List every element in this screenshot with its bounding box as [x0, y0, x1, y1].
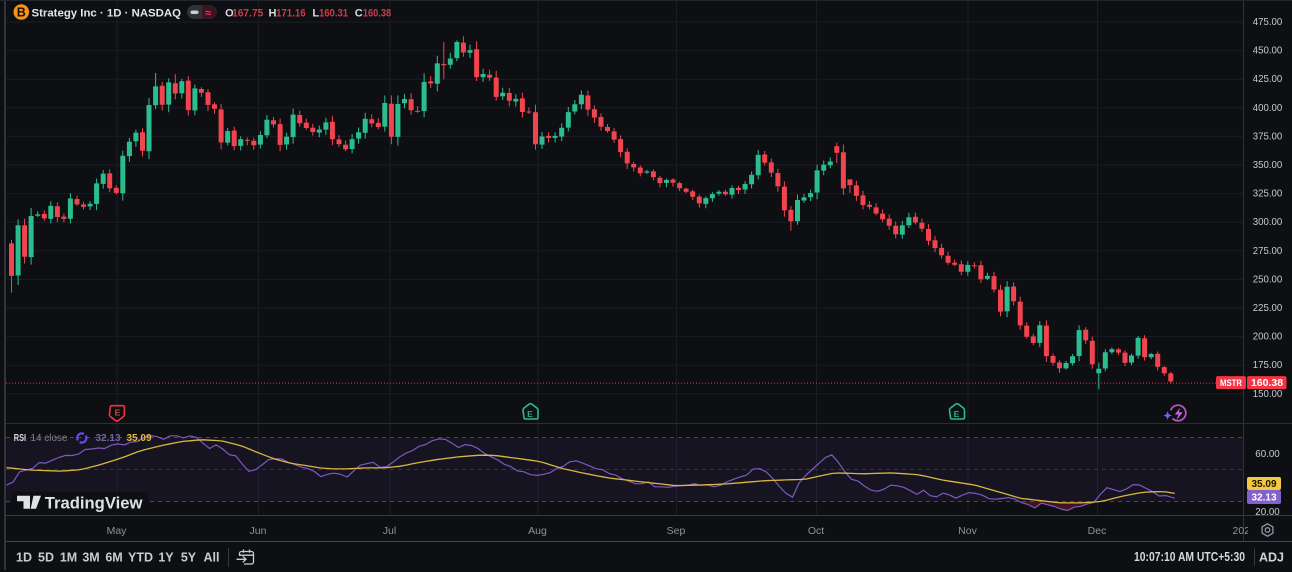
- svg-text:H: H: [269, 8, 277, 20]
- svg-text:10:07:10 AM UTC+5:30: 10:07:10 AM UTC+5:30: [1134, 550, 1245, 564]
- svg-text:32.13: 32.13: [1251, 493, 1276, 504]
- svg-text:450.00: 450.00: [1253, 45, 1283, 57]
- svg-text:200.00: 200.00: [1253, 331, 1283, 343]
- svg-text:32.13: 32.13: [96, 433, 121, 444]
- svg-text:Dec: Dec: [1088, 525, 1107, 537]
- svg-text:425.00: 425.00: [1253, 73, 1283, 85]
- svg-text:300.00: 300.00: [1253, 216, 1283, 228]
- svg-text:B: B: [17, 5, 26, 19]
- svg-text:Jun: Jun: [250, 525, 267, 537]
- svg-text:175.00: 175.00: [1253, 359, 1283, 371]
- svg-text:60.00: 60.00: [1255, 448, 1280, 460]
- svg-text:E: E: [954, 409, 960, 419]
- svg-text:250.00: 250.00: [1253, 273, 1283, 285]
- svg-text:Jul: Jul: [383, 525, 396, 537]
- svg-text:5Y: 5Y: [181, 551, 197, 565]
- svg-text:1D: 1D: [16, 551, 32, 565]
- svg-text:325.00: 325.00: [1253, 188, 1283, 200]
- svg-text:3M: 3M: [82, 551, 99, 565]
- svg-text:171.16: 171.16: [276, 8, 306, 20]
- svg-text:E: E: [527, 409, 533, 419]
- svg-text:≈: ≈: [205, 8, 211, 20]
- svg-text:All: All: [204, 551, 220, 565]
- svg-text:375.00: 375.00: [1253, 130, 1283, 142]
- svg-text:275.00: 275.00: [1253, 245, 1283, 257]
- svg-text:5D: 5D: [38, 551, 54, 565]
- svg-text:20.00: 20.00: [1255, 506, 1280, 518]
- svg-text:O: O: [225, 8, 234, 20]
- svg-text:ADJ: ADJ: [1259, 551, 1284, 565]
- svg-text:6M: 6M: [105, 551, 122, 565]
- svg-text:Oct: Oct: [808, 525, 824, 537]
- svg-text:Sep: Sep: [667, 525, 686, 537]
- svg-text:Nov: Nov: [958, 525, 977, 537]
- svg-text:May: May: [107, 525, 128, 537]
- svg-text:160.31: 160.31: [319, 8, 348, 20]
- svg-text:150.00: 150.00: [1253, 388, 1283, 400]
- svg-text:1Y: 1Y: [158, 551, 174, 565]
- svg-text:E: E: [115, 408, 121, 418]
- svg-text:C: C: [355, 8, 363, 20]
- svg-text:MSTR: MSTR: [1220, 378, 1242, 389]
- svg-text:1M: 1M: [60, 551, 77, 565]
- svg-text:35.09: 35.09: [127, 433, 152, 444]
- svg-text:225.00: 225.00: [1253, 302, 1283, 314]
- svg-text:Aug: Aug: [528, 525, 547, 537]
- svg-text:14 close: 14 close: [31, 433, 68, 444]
- svg-text:400.00: 400.00: [1253, 102, 1283, 114]
- svg-text:475.00: 475.00: [1253, 16, 1283, 28]
- svg-text:Strategy Inc · 1D · NASDAQ: Strategy Inc · 1D · NASDAQ: [32, 8, 182, 20]
- svg-text:160.38: 160.38: [1251, 377, 1283, 389]
- svg-text:35.09: 35.09: [1251, 479, 1276, 490]
- svg-text:YTD: YTD: [128, 551, 153, 565]
- svg-text:L: L: [312, 8, 319, 20]
- svg-text:350.00: 350.00: [1253, 159, 1283, 171]
- svg-text:167.75: 167.75: [232, 8, 263, 20]
- svg-text:160.38: 160.38: [363, 8, 391, 20]
- svg-text:RSI: RSI: [14, 433, 26, 444]
- svg-text:2026: 2026: [1233, 525, 1257, 537]
- svg-text:TradingView: TradingView: [45, 494, 143, 512]
